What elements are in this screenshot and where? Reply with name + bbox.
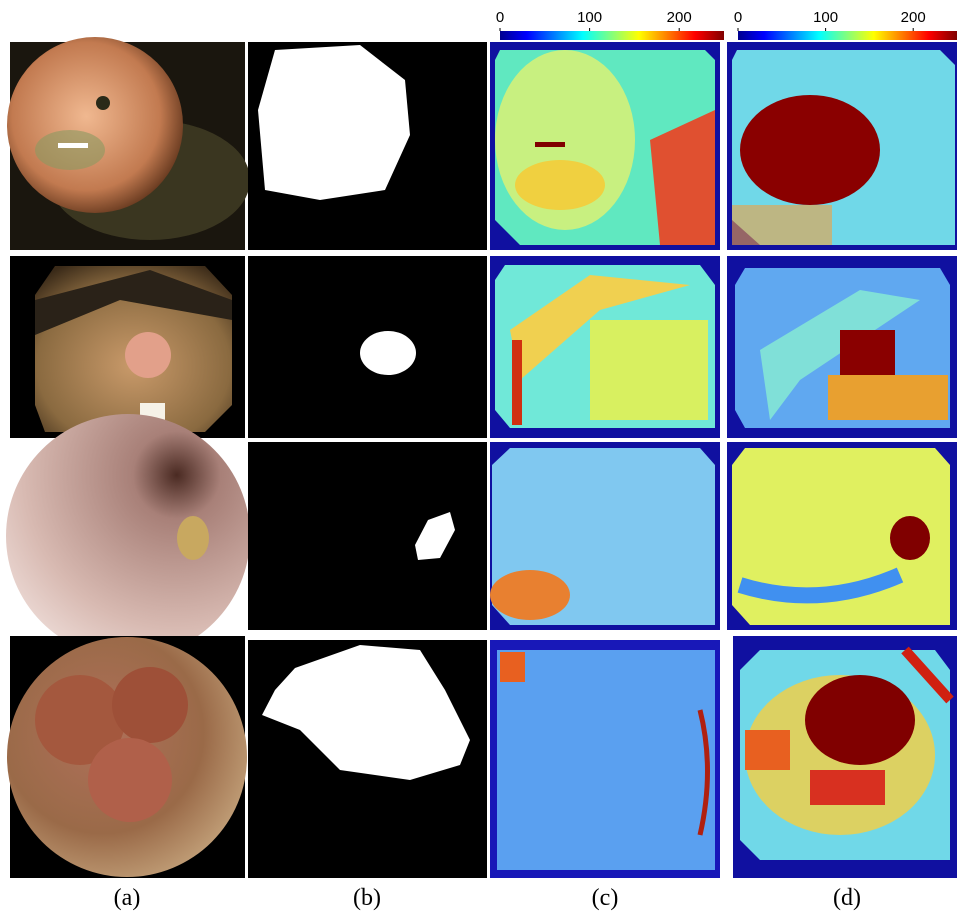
colorbar bbox=[738, 31, 957, 40]
panel-label: (d) bbox=[833, 885, 861, 911]
heatmap-column bbox=[727, 42, 957, 878]
page: 01002000100200(a)(b)(c)(d) (() => { cons… bbox=[0, 0, 957, 918]
colorbar-tick-label: 0 bbox=[734, 9, 742, 26]
figure: 0 100 200 0 100 200 (a) (b) (c) (d) bbox=[0, 0, 957, 918]
colorbar-tick-label: 0 bbox=[496, 9, 504, 26]
panel-label: (a) bbox=[114, 885, 141, 911]
colorbar-tick-label: 100 bbox=[577, 9, 602, 26]
heatmap-column bbox=[490, 42, 720, 878]
colorbar bbox=[500, 31, 724, 40]
colorbar-tick-label: 200 bbox=[667, 9, 692, 26]
mask-column bbox=[248, 42, 487, 878]
panel-label: (b) bbox=[353, 885, 381, 911]
panel-label: (c) bbox=[592, 885, 619, 911]
endoscopy-column bbox=[6, 37, 250, 878]
colorbar-tick-label: 100 bbox=[813, 9, 838, 26]
colorbar-tick-label: 200 bbox=[901, 9, 926, 26]
